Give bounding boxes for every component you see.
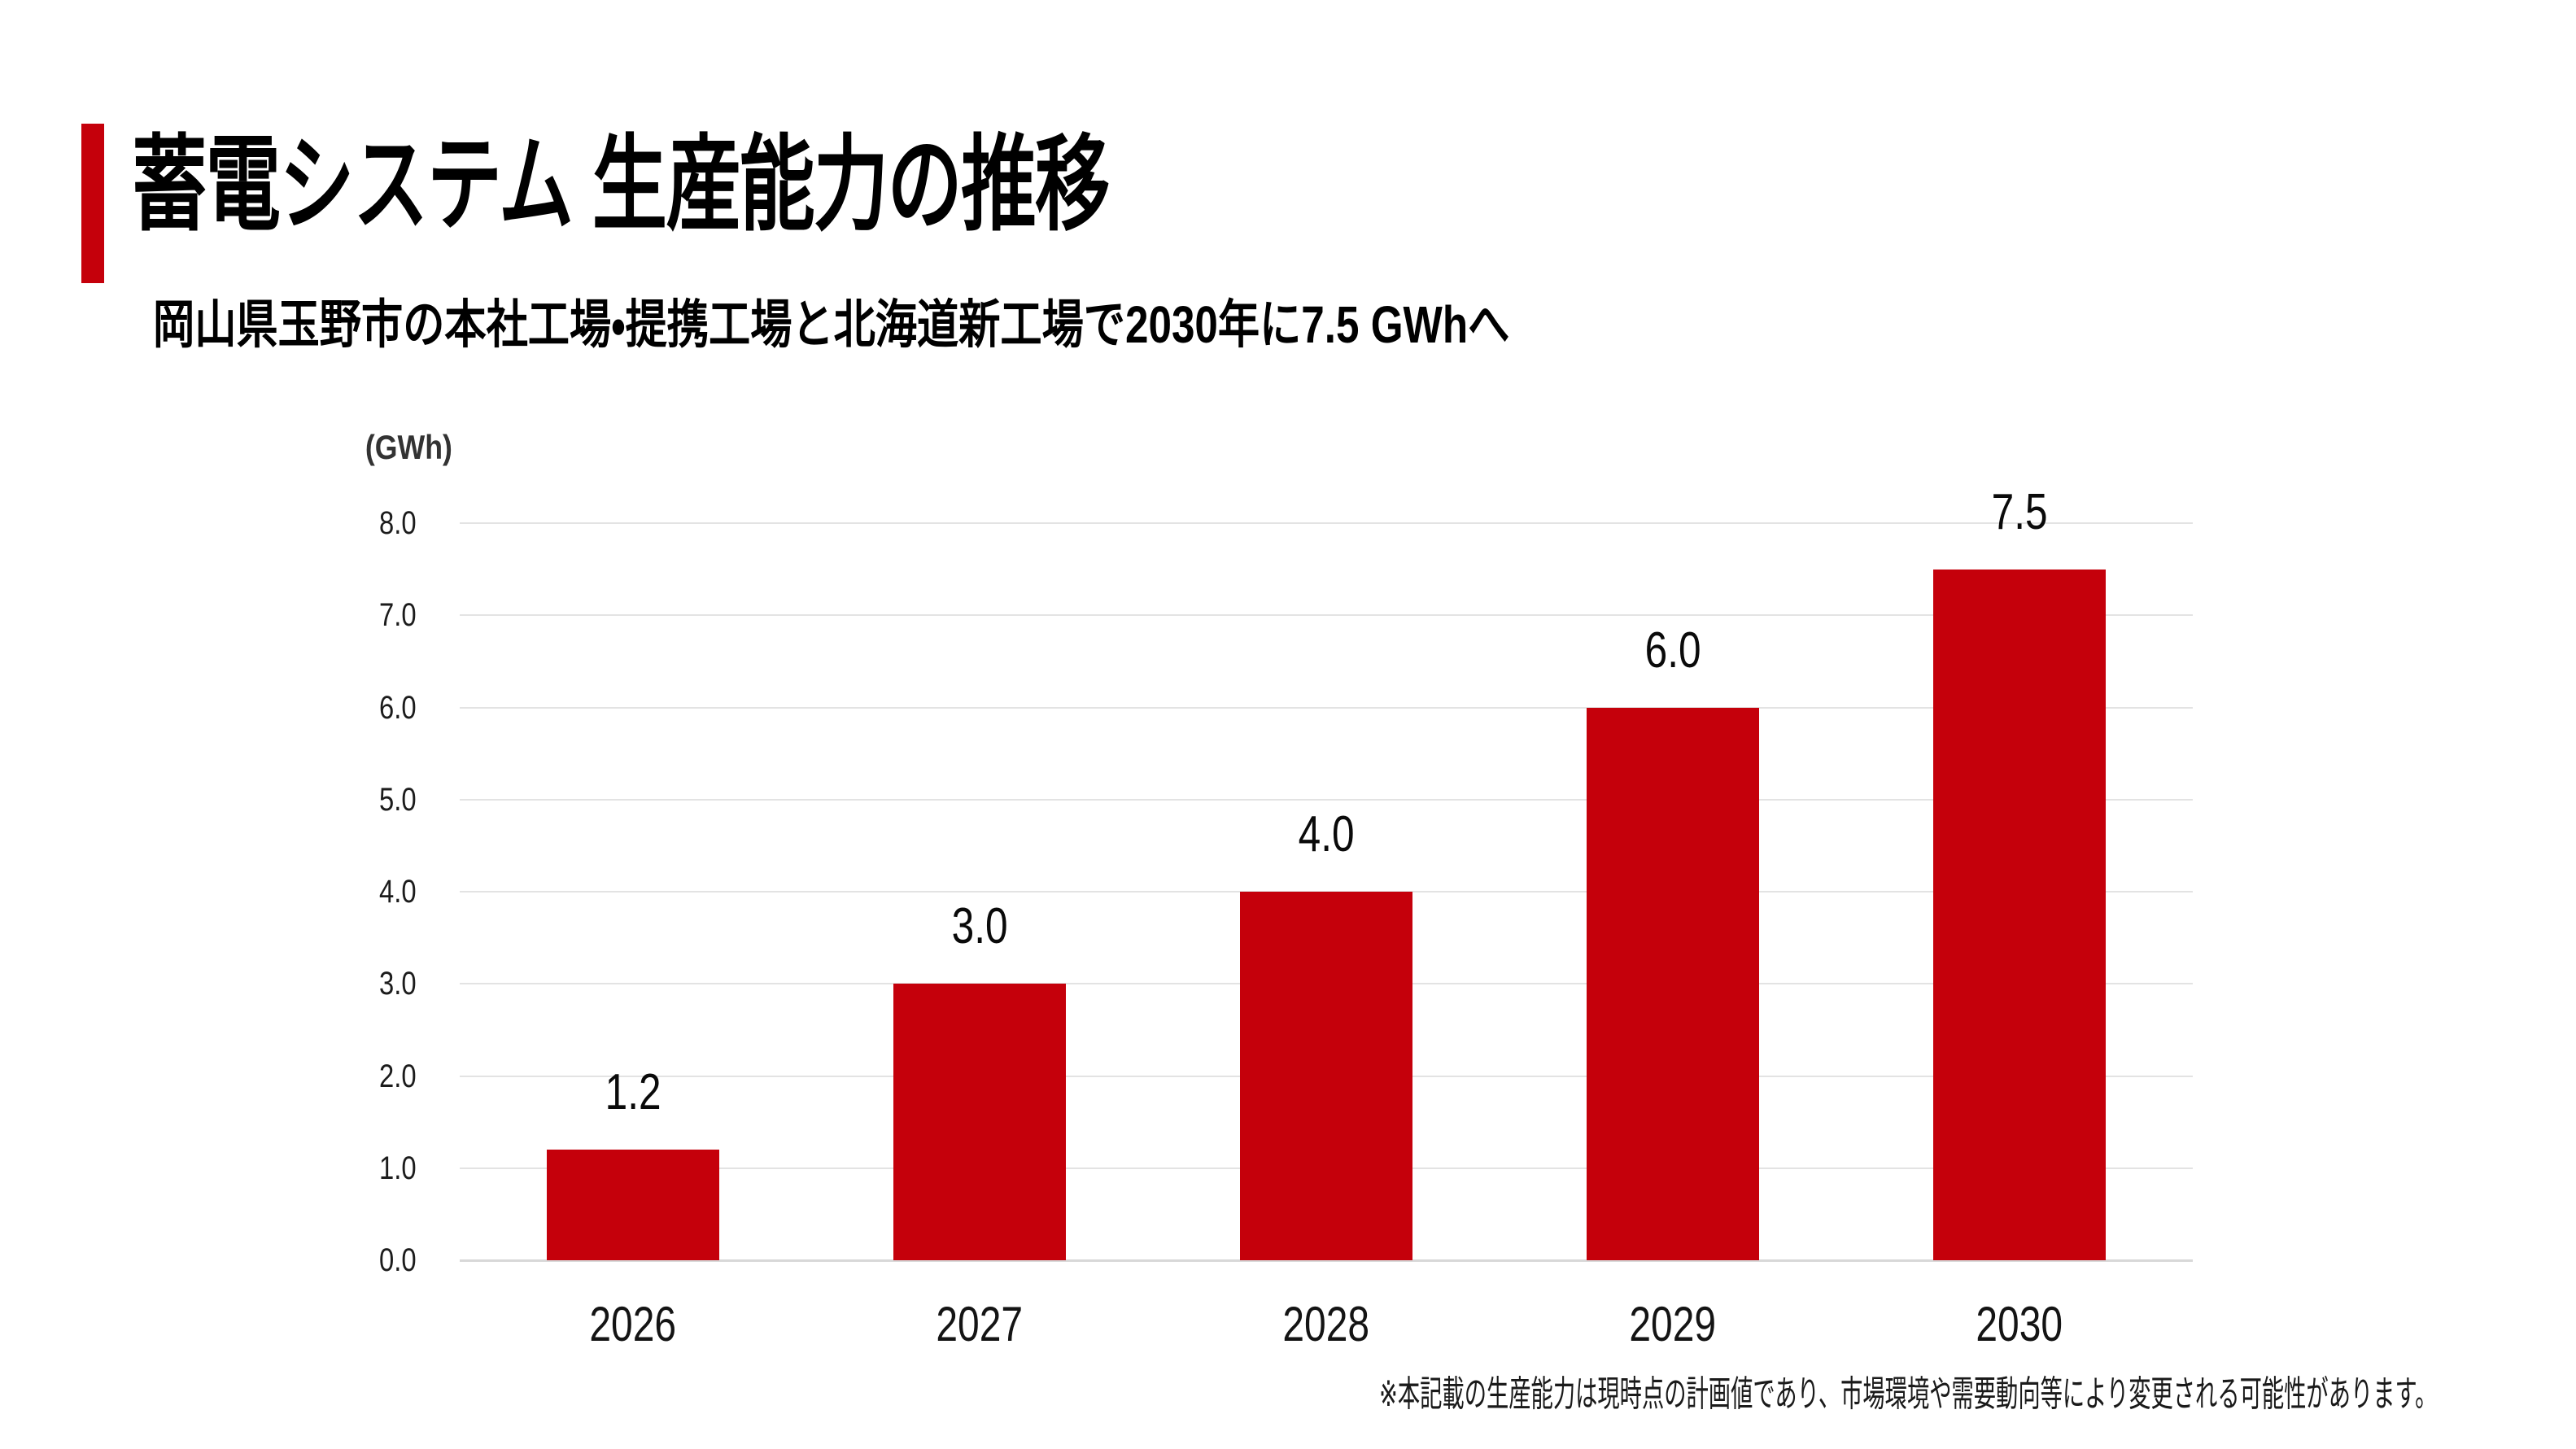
bar-value-text: 4.0 (1298, 806, 1355, 862)
x-tick-label: 2027 (849, 1296, 1110, 1353)
gridline (460, 706, 2193, 709)
x-tick-label-text: 2029 (1629, 1297, 1717, 1351)
y-tick-label: 8.0 (0, 500, 417, 546)
page-subtitle: 岡山県玉野市の本社工場・提携工場と北海道新工場で2030年に7.5 GWhへ (153, 295, 1849, 355)
page-subtitle-text: 岡山県玉野市の本社工場・提携工場と北海道新工場で2030年に7.5 GWhへ (153, 295, 1510, 354)
y-tick-label: 7.0 (0, 592, 417, 638)
title-accent-bar (81, 124, 104, 283)
bar-value-text: 3.0 (951, 898, 1008, 955)
x-tick-label-text: 2030 (1976, 1297, 2063, 1351)
bar-value-label: 6.0 (1551, 622, 1795, 679)
y-axis-unit-label: (GWh) (365, 428, 452, 466)
y-tick-label-text: 1.0 (379, 1150, 417, 1186)
bar (1933, 569, 2106, 1260)
bar-value-text: 1.2 (605, 1064, 661, 1121)
y-tick-label-text: 6.0 (379, 689, 417, 726)
page-title-text: 蓄電システム 生産能力の推移 (132, 127, 1110, 243)
footnote: ※本記載の生産能力は現時点の計画値であり、市場環境や需要動向等により変更される可… (321, 1373, 2437, 1416)
y-tick-label-text: 3.0 (379, 966, 417, 1002)
y-tick-label-text: 8.0 (379, 505, 417, 541)
gridline (460, 522, 2193, 524)
y-tick-label: 5.0 (0, 777, 417, 823)
footnote-text: ※本記載の生産能力は現時点の計画値であり、市場環境や需要動向等により変更される可… (1378, 1374, 2437, 1414)
bar-value-text: 7.5 (1991, 483, 2048, 540)
plot-area: 1.2 3.0 4.0 6.0 7.5 (460, 486, 2193, 1262)
y-tick-label-text: 7.0 (379, 597, 417, 634)
x-tick-label: 2029 (1543, 1296, 1803, 1353)
bar (547, 1150, 719, 1260)
y-tick-label: 6.0 (0, 685, 417, 731)
y-tick-label: 0.0 (0, 1237, 417, 1283)
y-tick-label: 3.0 (0, 961, 417, 1006)
y-tick-label: 4.0 (0, 869, 417, 914)
y-tick-label-text: 2.0 (379, 1058, 417, 1094)
bar-value-label: 4.0 (1204, 809, 1448, 861)
bar-value-text: 6.0 (1644, 622, 1701, 679)
gridline (460, 798, 2193, 801)
x-tick-label: 2028 (1196, 1296, 1456, 1353)
x-tick-label-text: 2028 (1282, 1297, 1370, 1351)
y-tick-label-text: 5.0 (379, 781, 417, 818)
page-title: 蓄電システム 生産能力の推移 (132, 129, 1489, 242)
bar (893, 984, 1066, 1260)
x-axis-baseline (460, 1259, 2193, 1262)
bar-value-label: 7.5 (1897, 483, 2142, 540)
bar-value-label: 3.0 (858, 901, 1102, 953)
x-tick-label-text: 2026 (589, 1297, 677, 1351)
y-tick-label-text: 4.0 (379, 874, 417, 910)
bar-value-label: 1.2 (511, 1067, 755, 1119)
x-tick-label-text: 2027 (936, 1297, 1024, 1351)
y-tick-label: 2.0 (0, 1054, 417, 1099)
x-tick-label: 2026 (503, 1296, 763, 1353)
y-tick-label-text: 0.0 (379, 1242, 417, 1278)
bar (1587, 707, 1759, 1260)
x-tick-label: 2030 (1889, 1296, 2150, 1353)
gridline (460, 614, 2193, 617)
bar (1240, 892, 1412, 1260)
y-tick-label: 1.0 (0, 1146, 417, 1191)
